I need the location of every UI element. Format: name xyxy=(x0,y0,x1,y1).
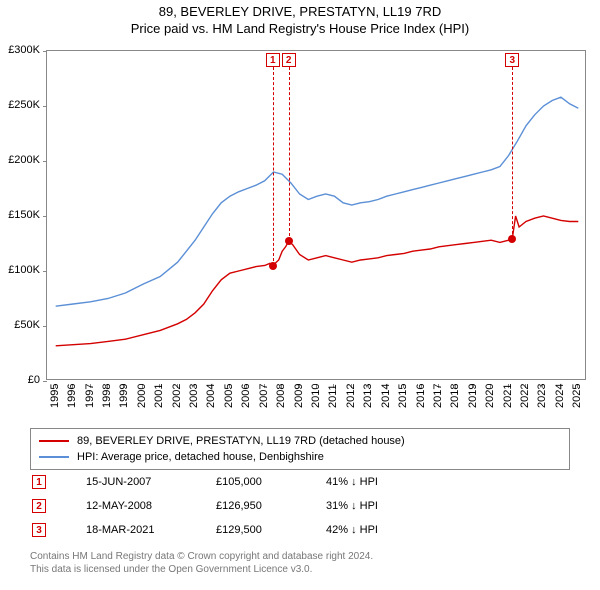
x-axis-label: 2012 xyxy=(345,384,357,408)
txn-badge: 1 xyxy=(32,475,46,489)
txn-delta: 42% ↓ HPI xyxy=(326,524,446,536)
x-axis-label: 2020 xyxy=(484,384,496,408)
x-axis-label: 2000 xyxy=(136,384,148,408)
x-axis-label: 2001 xyxy=(153,384,165,408)
y-axis-label: £100K xyxy=(0,264,40,276)
x-axis-label: 2003 xyxy=(188,384,200,408)
legend-swatch-0 xyxy=(39,440,69,442)
x-axis-label: 2015 xyxy=(397,384,409,408)
x-axis-label: 1995 xyxy=(49,384,61,408)
legend-row: HPI: Average price, detached house, Denb… xyxy=(39,449,561,465)
table-row: 1 15-JUN-2007 £105,000 41% ↓ HPI xyxy=(30,470,570,494)
txn-date: 15-JUN-2007 xyxy=(86,476,216,488)
x-axis-label: 2016 xyxy=(415,384,427,408)
y-axis-label: £50K xyxy=(0,319,40,331)
marker-badge: 1 xyxy=(266,53,280,67)
footer-attribution: Contains HM Land Registry data © Crown c… xyxy=(30,550,570,576)
legend-swatch-1 xyxy=(39,456,69,458)
x-axis-label: 2023 xyxy=(536,384,548,408)
txn-delta: 41% ↓ HPI xyxy=(326,476,446,488)
x-axis-label: 2025 xyxy=(571,384,583,408)
x-axis-labels: 1995 1996 1997 1998 1999 2000 2001 2002 2003 2004… xyxy=(46,384,586,424)
y-axis-label: £0 xyxy=(0,374,40,386)
x-axis-label: 2022 xyxy=(519,384,531,408)
marker-dot xyxy=(269,262,277,270)
x-axis-label: 2011 xyxy=(327,384,339,408)
footer-line-1: Contains HM Land Registry data © Crown c… xyxy=(30,550,570,563)
x-axis-label: 2010 xyxy=(310,384,322,408)
txn-price: £126,950 xyxy=(216,500,326,512)
legend-label-0: 89, BEVERLEY DRIVE, PRESTATYN, LL19 7RD … xyxy=(77,435,405,447)
marker-badge: 3 xyxy=(505,53,519,67)
x-axis-label: 2019 xyxy=(467,384,479,408)
x-axis-label: 2002 xyxy=(171,384,183,408)
table-row: 2 12-MAY-2008 £126,950 31% ↓ HPI xyxy=(30,494,570,518)
x-axis-label: 2009 xyxy=(293,384,305,408)
marker-dot xyxy=(508,235,516,243)
transactions-table: 1 15-JUN-2007 £105,000 41% ↓ HPI 2 12-MA… xyxy=(30,470,570,542)
title-line-2: Price paid vs. HM Land Registry's House … xyxy=(0,21,600,38)
x-axis-label: 2013 xyxy=(362,384,374,408)
x-axis-label: 2008 xyxy=(275,384,287,408)
txn-price: £129,500 xyxy=(216,524,326,536)
y-axis-label: £150K xyxy=(0,209,40,221)
plot-frame: 12 3 xyxy=(46,50,586,380)
x-axis-label: 1998 xyxy=(101,384,113,408)
line-series-svg xyxy=(47,51,587,381)
x-axis-label: 2006 xyxy=(240,384,252,408)
y-axis-label: £200K xyxy=(0,154,40,166)
legend-row: 89, BEVERLEY DRIVE, PRESTATYN, LL19 7RD … xyxy=(39,433,561,449)
x-axis-label: 2017 xyxy=(432,384,444,408)
footer-line-2: This data is licensed under the Open Gov… xyxy=(30,563,570,576)
series-hpi xyxy=(56,97,579,306)
x-axis-label: 2021 xyxy=(502,384,514,408)
txn-delta: 31% ↓ HPI xyxy=(326,500,446,512)
legend-label-1: HPI: Average price, detached house, Denb… xyxy=(77,451,324,463)
txn-date: 12-MAY-2008 xyxy=(86,500,216,512)
x-axis-label: 2014 xyxy=(380,384,392,408)
x-axis-label: 1999 xyxy=(118,384,130,408)
x-axis-label: 2024 xyxy=(554,384,566,408)
table-row: 3 18-MAR-2021 £129,500 42% ↓ HPI xyxy=(30,518,570,542)
chart-area: 123 £0£50K£100K£150K£200K£250K£300K xyxy=(46,50,586,380)
x-axis-label: 1996 xyxy=(66,384,78,408)
txn-date: 18-MAR-2021 xyxy=(86,524,216,536)
title-line-1: 89, BEVERLEY DRIVE, PRESTATYN, LL19 7RD xyxy=(0,4,600,21)
series-property xyxy=(56,216,579,346)
txn-price: £105,000 xyxy=(216,476,326,488)
txn-badge: 3 xyxy=(32,523,46,537)
marker-dot xyxy=(285,237,293,245)
x-axis-label: 2004 xyxy=(205,384,217,408)
title-block: 89, BEVERLEY DRIVE, PRESTATYN, LL19 7RD … xyxy=(0,0,600,38)
y-axis-label: £250K xyxy=(0,99,40,111)
x-axis-label: 2007 xyxy=(258,384,270,408)
legend-box: 89, BEVERLEY DRIVE, PRESTATYN, LL19 7RD … xyxy=(30,428,570,470)
y-axis-label: £300K xyxy=(0,44,40,56)
marker-badge: 2 xyxy=(282,53,296,67)
chart-container: 89, BEVERLEY DRIVE, PRESTATYN, LL19 7RD … xyxy=(0,0,600,590)
x-axis-label: 2018 xyxy=(449,384,461,408)
x-axis-label: 1997 xyxy=(84,384,96,408)
x-axis-label: 2005 xyxy=(223,384,235,408)
txn-badge: 2 xyxy=(32,499,46,513)
